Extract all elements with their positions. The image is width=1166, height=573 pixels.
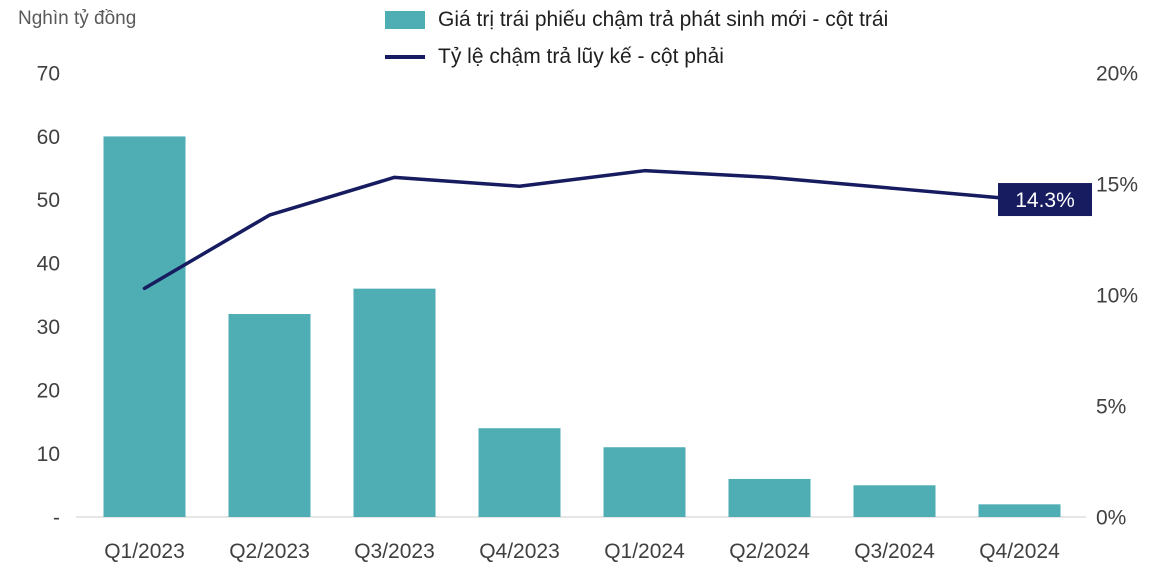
left-axis-tick-label: 30 — [37, 316, 60, 339]
line-end-value-label: 14.3% — [1015, 189, 1075, 212]
legend-item-bar-series: Giá trị trái phiếu chậm trả phát sinh mớ… — [385, 8, 888, 32]
left-axis-tick-label: 40 — [37, 253, 60, 276]
line-series-swatch-icon — [385, 55, 425, 59]
line-end-value-badge — [998, 183, 1092, 217]
left-axis-tick-label: 50 — [37, 189, 60, 212]
left-axis-tick-label: 10 — [37, 443, 60, 466]
right-axis-tick-label: 5% — [1096, 395, 1126, 418]
legend-label-bar-series: Giá trị trái phiếu chậm trả phát sinh mớ… — [438, 8, 889, 31]
x-axis-category-label: Q3/2024 — [854, 540, 935, 563]
bar-Q1/2024 — [603, 447, 686, 517]
legend-label-line-series: Tỷ lệ chậm trả lũy kế - cột phải — [438, 45, 724, 68]
bar-Q4/2024 — [978, 504, 1061, 517]
bar-Q3/2024 — [853, 485, 936, 517]
left-axis-tick-label: - — [53, 506, 60, 529]
x-axis-category-label: Q4/2023 — [479, 540, 560, 563]
right-axis-tick-label: 20% — [1096, 62, 1138, 85]
bar-Q3/2023 — [353, 288, 436, 517]
right-axis-tick-label: 0% — [1096, 506, 1126, 529]
x-axis-category-label: Q4/2024 — [979, 540, 1060, 563]
legend-item-line-series: Tỷ lệ chậm trả lũy kế - cột phải — [385, 45, 888, 69]
x-axis-category-label: Q2/2023 — [229, 540, 310, 563]
bar-Q2/2023 — [228, 314, 311, 517]
line-series-path — [142, 168, 1022, 291]
bar-Q1/2023 — [103, 136, 186, 517]
left-axis-tick-label: 70 — [37, 62, 60, 85]
left-axis-tick-label: 20 — [37, 379, 60, 402]
x-axis-category-label: Q1/2023 — [104, 540, 185, 563]
x-axis-category-label: Q2/2024 — [729, 540, 810, 563]
bar-series-swatch-icon — [385, 11, 425, 29]
right-axis-tick-label: 15% — [1096, 173, 1138, 196]
legend: Giá trị trái phiếu chậm trả phát sinh mớ… — [385, 8, 888, 69]
bar-Q2/2024 — [728, 478, 811, 517]
x-axis-category-label: Q1/2024 — [604, 540, 685, 563]
right-axis-tick-label: 10% — [1096, 284, 1138, 307]
x-axis-category-label: Q3/2023 — [354, 540, 435, 563]
left-axis-tick-label: 60 — [37, 126, 60, 149]
bar-Q4/2023 — [478, 428, 561, 517]
left-axis-unit-label: Nghìn tỷ đồng — [18, 8, 137, 29]
